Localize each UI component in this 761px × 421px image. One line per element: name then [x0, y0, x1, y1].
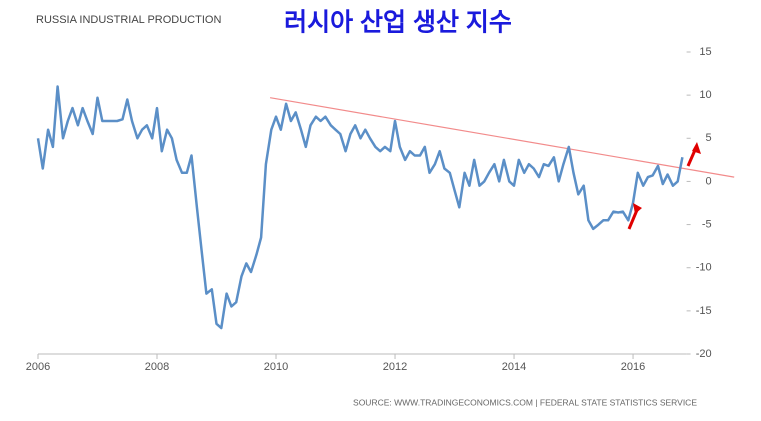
x-tick-label: 2006: [26, 361, 50, 373]
chart-subtitle: RUSSIA INDUSTRIAL PRODUCTION: [36, 14, 221, 26]
source: SOURCE: WWW.TRADINGECONOMICS.COM | FEDER…: [353, 397, 697, 407]
x-tick-label: 2012: [383, 361, 407, 373]
y-tick-label: 0: [705, 175, 711, 187]
x-tick-label: 2016: [621, 361, 645, 373]
y-tick-label: -20: [696, 348, 712, 360]
x-tick-label: 2010: [264, 361, 288, 373]
x-tick-label: 2008: [145, 361, 169, 373]
y-tick-label: -15: [696, 305, 712, 317]
trend-line: [269, 97, 735, 178]
arrow: [627, 142, 701, 230]
y-tick-label: 15: [699, 46, 711, 58]
data-line: [36, 85, 684, 330]
chart-title: 러시아 산업 생산 지수: [284, 9, 512, 37]
x-tick-label: 2014: [502, 361, 526, 373]
y-tick-label: 5: [705, 132, 711, 144]
y-tick-label: -5: [702, 218, 712, 230]
y-tick-label: 10: [699, 89, 711, 101]
y-tick-label: -10: [696, 262, 712, 274]
